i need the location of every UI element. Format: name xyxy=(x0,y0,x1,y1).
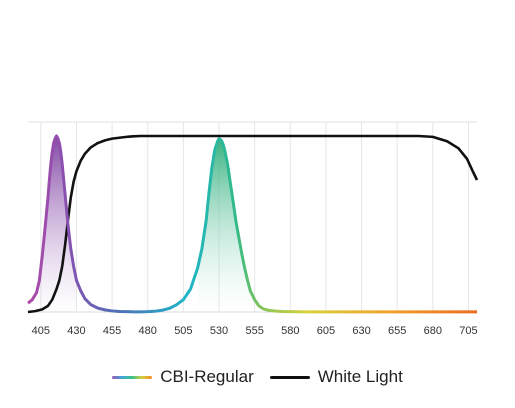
x-tick-label-455: 455 xyxy=(103,325,121,337)
series-line-white-light xyxy=(27,134,479,314)
x-axis-ticks: 405 430 455 480 505 530 555 580 605 630 655 680 705 xyxy=(32,325,478,337)
cbi-peak-fill-violet xyxy=(39,136,77,312)
legend-item-cbi: CBI-Regular xyxy=(112,367,254,387)
cbi-peak-fill-green xyxy=(197,138,255,312)
x-tick-label-480: 480 xyxy=(139,325,157,337)
x-tick-label-555: 555 xyxy=(245,325,263,337)
x-tick-label-655: 655 xyxy=(388,325,406,337)
grid-lines xyxy=(28,121,477,313)
x-tick-label-580: 580 xyxy=(281,325,299,337)
x-tick-label-680: 680 xyxy=(424,325,442,337)
x-tick-label-430: 430 xyxy=(67,325,85,337)
x-tick-label-605: 605 xyxy=(317,325,335,337)
legend-label-cbi: CBI-Regular xyxy=(160,367,254,386)
legend-swatch-white-light xyxy=(269,375,310,379)
x-tick-label-630: 630 xyxy=(352,325,370,337)
series-line-cbi-regular xyxy=(27,134,477,314)
x-tick-label-505: 505 xyxy=(174,325,192,337)
legend: CBI-Regular White Light xyxy=(0,362,515,392)
x-tick-label-705: 705 xyxy=(459,325,477,337)
peak-fills xyxy=(39,136,255,312)
legend-swatch-cbi xyxy=(112,375,153,379)
legend-item-white-light: White Light xyxy=(269,367,403,387)
x-tick-label-530: 530 xyxy=(210,325,228,337)
series-lines xyxy=(27,134,479,314)
x-tick-label-405: 405 xyxy=(32,325,50,337)
legend-label-white-light: White Light xyxy=(317,367,403,386)
